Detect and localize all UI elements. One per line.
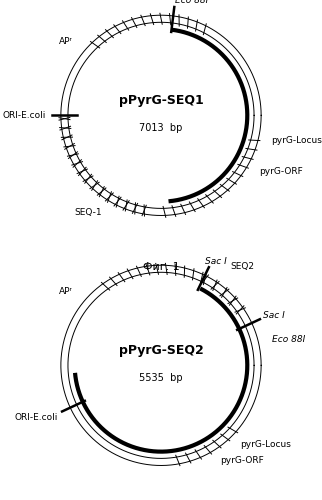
Text: SEQ-1: SEQ-1: [75, 208, 102, 217]
Text: pPyrG-SEQ2: pPyrG-SEQ2: [118, 344, 204, 358]
Text: APʳ: APʳ: [59, 286, 72, 296]
Text: pyrG-Locus: pyrG-Locus: [241, 440, 291, 450]
Text: Eco 88I: Eco 88I: [272, 336, 305, 344]
Text: pPyrG-SEQ1: pPyrG-SEQ1: [118, 94, 204, 108]
Text: APʳ: APʳ: [59, 36, 72, 46]
Text: pyrG-ORF: pyrG-ORF: [221, 456, 264, 465]
Text: 5535  bp: 5535 bp: [139, 373, 183, 383]
Text: pyrG-ORF: pyrG-ORF: [259, 168, 303, 176]
Text: SEQ2: SEQ2: [230, 262, 254, 272]
Text: Sac I: Sac I: [205, 257, 227, 266]
Text: pyrG-Locus: pyrG-Locus: [271, 136, 322, 145]
Text: Eco 88I: Eco 88I: [175, 0, 208, 5]
Text: Фиг. 1: Фиг. 1: [143, 262, 179, 272]
Text: 7013  bp: 7013 bp: [139, 123, 183, 133]
Text: ORI-E.coli: ORI-E.coli: [14, 414, 58, 422]
Text: Sac I: Sac I: [263, 311, 285, 320]
Text: ORI-E.coli: ORI-E.coli: [2, 111, 45, 120]
